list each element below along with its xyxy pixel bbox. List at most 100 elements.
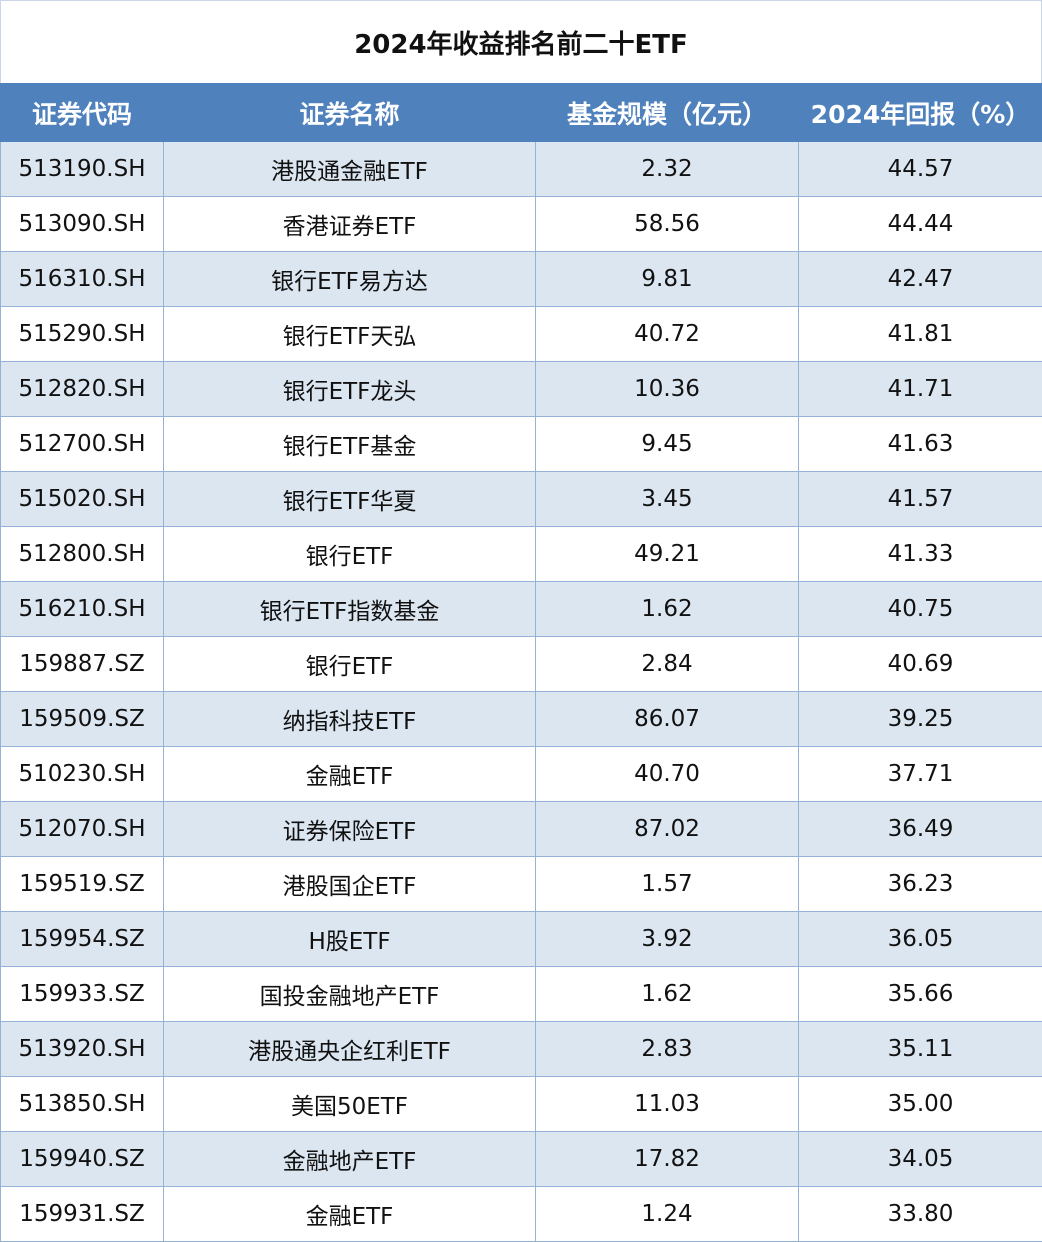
table-cell: 港股通金融ETF [164,142,536,197]
table-cell: 金融ETF [164,747,536,802]
table-cell: 17.82 [536,1132,799,1187]
table-cell: 58.56 [536,197,799,252]
table-title: 2024年收益排名前二十ETF [0,0,1042,83]
table-cell: 香港证券ETF [164,197,536,252]
table-cell: 银行ETF天弘 [164,307,536,362]
table-cell: 87.02 [536,802,799,857]
table-cell: 33.80 [799,1187,1042,1242]
table-cell: 159940.SZ [1,1132,164,1187]
table-cell: 2.32 [536,142,799,197]
table-cell: 银行ETF指数基金 [164,582,536,637]
table-cell: 515290.SH [1,307,164,362]
table-cell: 金融地产ETF [164,1132,536,1187]
table-cell: 1.62 [536,582,799,637]
table-cell: 513190.SH [1,142,164,197]
table-cell: 41.57 [799,472,1042,527]
table-cell: 510230.SH [1,747,164,802]
table-cell: 41.71 [799,362,1042,417]
table-cell: 35.11 [799,1022,1042,1077]
table-cell: 3.45 [536,472,799,527]
table-cell: 86.07 [536,692,799,747]
table-cell: 9.45 [536,417,799,472]
table-cell: 2.83 [536,1022,799,1077]
header-cell: 证券名称 [164,84,536,142]
table-cell: 银行ETF易方达 [164,252,536,307]
table-cell: 2.84 [536,637,799,692]
table-cell: 44.44 [799,197,1042,252]
table-cell: 证券保险ETF [164,802,536,857]
table-cell: 40.70 [536,747,799,802]
table-cell: 9.81 [536,252,799,307]
table-cell: 银行ETF华夏 [164,472,536,527]
table-cell: 36.49 [799,802,1042,857]
table-cell: 159519.SZ [1,857,164,912]
table-cell: 36.05 [799,912,1042,967]
table-cell: 纳指科技ETF [164,692,536,747]
table-cell: 金融ETF [164,1187,536,1242]
table-cell: 512700.SH [1,417,164,472]
header-row: 证券代码证券名称基金规模（亿元）2024年回报（%） [1,84,1042,142]
table-cell: 34.05 [799,1132,1042,1187]
table-cell: 港股国企ETF [164,857,536,912]
table-cell: 512070.SH [1,802,164,857]
table-cell: 银行ETF基金 [164,417,536,472]
table-cell: 41.81 [799,307,1042,362]
table-cell: 41.63 [799,417,1042,472]
table-cell: 40.69 [799,637,1042,692]
table-cell: 银行ETF [164,527,536,582]
table-cell: 39.25 [799,692,1042,747]
table-cell: 512820.SH [1,362,164,417]
table-cell: 11.03 [536,1077,799,1132]
table-cell: 42.47 [799,252,1042,307]
header-cell: 2024年回报（%） [799,84,1042,142]
table-cell: 国投金融地产ETF [164,967,536,1022]
table-cell: 港股通央企红利ETF [164,1022,536,1077]
table-cell: 516310.SH [1,252,164,307]
table-cell: H股ETF [164,912,536,967]
table-cell: 银行ETF [164,637,536,692]
table-cell: 513090.SH [1,197,164,252]
table-cell: 3.92 [536,912,799,967]
table-cell: 41.33 [799,527,1042,582]
table-cell: 40.75 [799,582,1042,637]
table-cell: 159933.SZ [1,967,164,1022]
table-cell: 159931.SZ [1,1187,164,1242]
table-cell: 44.57 [799,142,1042,197]
table-cell: 1.24 [536,1187,799,1242]
table-cell: 159509.SZ [1,692,164,747]
header-cell: 证券代码 [1,84,164,142]
table-cell: 银行ETF龙头 [164,362,536,417]
table-cell: 36.23 [799,857,1042,912]
table-cell: 37.71 [799,747,1042,802]
table-cell: 513850.SH [1,1077,164,1132]
table-cell: 513920.SH [1,1022,164,1077]
table-cell: 49.21 [536,527,799,582]
table-cell: 512800.SH [1,527,164,582]
table-cell: 美国50ETF [164,1077,536,1132]
table-cell: 159887.SZ [1,637,164,692]
table-cell: 40.72 [536,307,799,362]
table-cell: 1.57 [536,857,799,912]
table-cell: 35.66 [799,967,1042,1022]
